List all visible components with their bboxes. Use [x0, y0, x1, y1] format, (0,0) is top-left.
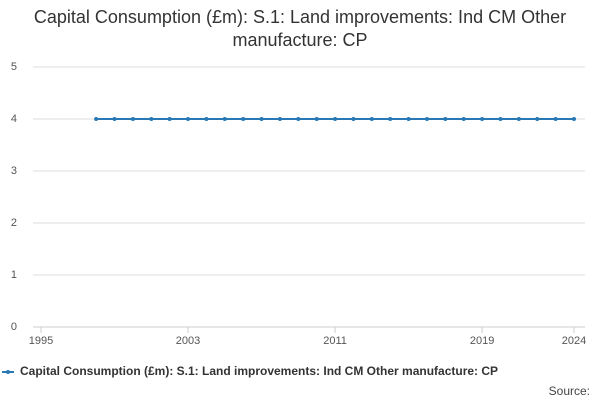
y-tick-label: 3	[11, 165, 17, 177]
y-tick-label: 1	[11, 269, 17, 281]
point	[424, 117, 429, 121]
point	[149, 117, 154, 121]
point	[130, 117, 135, 121]
x-tick-label: 2011	[323, 335, 347, 347]
point	[314, 117, 319, 121]
y-tick-label: 4	[11, 113, 17, 125]
point	[112, 117, 117, 121]
point	[461, 117, 466, 121]
point	[406, 117, 411, 121]
point	[535, 117, 540, 121]
legend-dot	[6, 370, 10, 374]
point	[186, 117, 191, 121]
point	[351, 117, 356, 121]
source-label: Source:	[549, 384, 590, 398]
point	[167, 117, 172, 121]
x-tick-label: 1995	[29, 335, 53, 347]
point	[443, 117, 448, 121]
x-tick-label: 2024	[562, 335, 586, 347]
point	[516, 117, 521, 121]
point	[204, 117, 209, 121]
point	[553, 117, 558, 121]
point	[296, 117, 301, 121]
y-tick-label: 5	[11, 61, 17, 73]
legend-label: Capital Consumption (£m): S.1: Land impr…	[20, 364, 498, 378]
point	[241, 117, 246, 121]
point	[498, 117, 503, 121]
x-tick-label: 2019	[470, 335, 494, 347]
point	[388, 117, 393, 121]
point	[259, 117, 264, 121]
x-tick-label: 2003	[176, 335, 200, 347]
chart-title: Capital Consumption (£m): S.1: Land impr…	[33, 7, 567, 50]
point	[94, 117, 99, 121]
y-tick-label: 2	[11, 217, 17, 229]
point	[222, 117, 227, 121]
point	[277, 117, 282, 121]
point	[333, 117, 338, 121]
point	[480, 117, 485, 121]
point	[369, 117, 374, 121]
point	[572, 117, 576, 121]
y-tick-label: 0	[11, 321, 17, 333]
title-box: Capital Consumption (£m): S.1: Land impr…	[0, 6, 600, 52]
